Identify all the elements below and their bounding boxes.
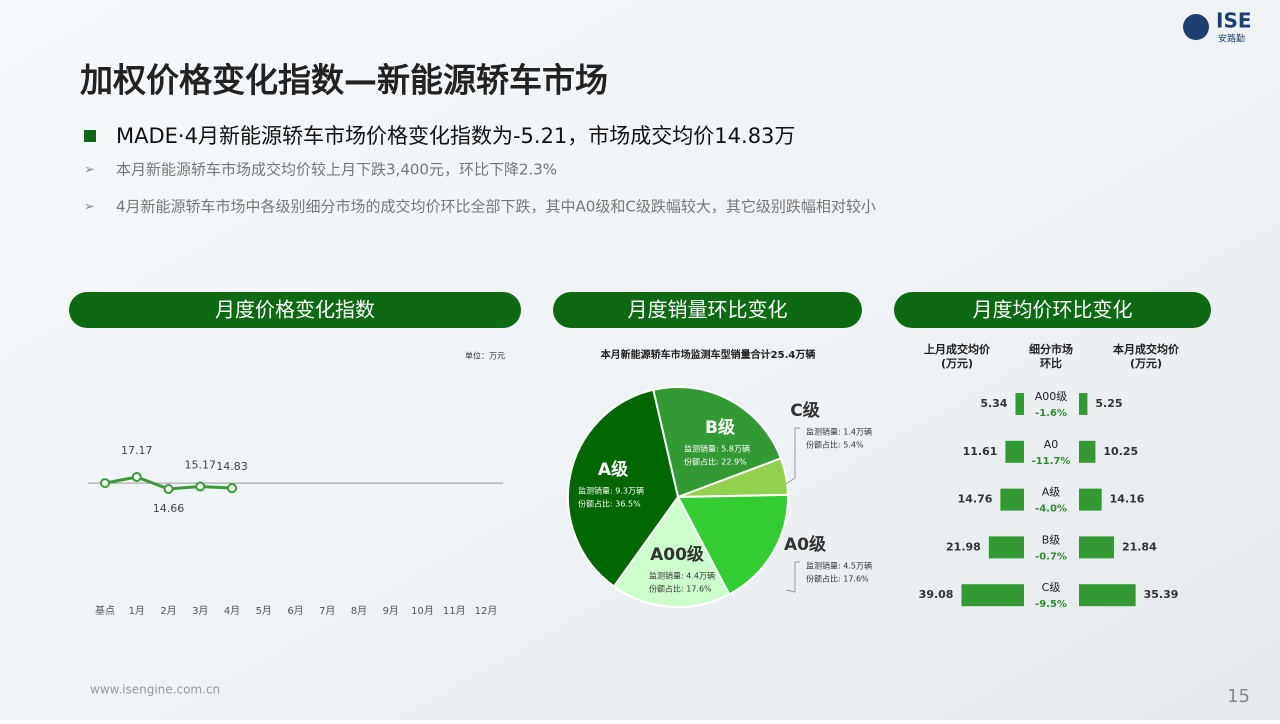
value-label: 11.61 xyxy=(963,445,998,458)
bar xyxy=(1079,584,1136,607)
column-header: (万元) xyxy=(1130,357,1162,370)
point xyxy=(163,483,174,494)
panel-header xyxy=(69,292,521,328)
arrow: ➢ xyxy=(84,200,95,215)
x-tick-label: 1月 xyxy=(129,605,145,617)
panel-title: 月度价格变化指数 xyxy=(215,298,375,322)
point xyxy=(131,472,142,482)
x-tick-label: 8月 xyxy=(351,605,367,617)
bar xyxy=(961,584,1024,607)
slice-label: A级 xyxy=(598,459,628,480)
value-label: 14.16 xyxy=(1110,493,1145,506)
x-tick-label: 12月 xyxy=(475,605,498,617)
bullet: MADE·4月新能源轿车市场价格变化指数为-5.21，市场成交均价14.83万 xyxy=(116,124,795,148)
bar xyxy=(988,536,1024,559)
column-header: 细分市场 xyxy=(1029,342,1073,356)
value-label: 5.25 xyxy=(1095,397,1122,410)
slice-share: 份额占比: 17.6% xyxy=(806,574,869,584)
slice-share: 份额占比: 22.9% xyxy=(684,457,747,467)
pie-slice xyxy=(676,493,789,596)
slice-detail: 监测销量: 9.3万辆 xyxy=(578,486,644,496)
logo-icon xyxy=(1183,14,1209,40)
point: 4月新能源轿车市场中各级别细分市场的成交均价环比全部下跌，其中A0级和C级跌幅较… xyxy=(116,198,876,216)
change-label: -9.5% xyxy=(1035,599,1067,610)
bar xyxy=(1015,393,1024,415)
slice-label: B级 xyxy=(705,417,735,438)
category-label: A00级 xyxy=(1035,390,1068,403)
x-tick-label: 11月 xyxy=(443,605,466,617)
title: 加权价格变化指数—新能源轿车市场 xyxy=(80,61,608,100)
pie-slice xyxy=(567,388,680,588)
value-label: 39.08 xyxy=(919,588,954,601)
data-label: 15.17 xyxy=(185,459,217,472)
value-label: 10.25 xyxy=(1103,445,1138,458)
slice-detail: 监测销量: 5.8万辆 xyxy=(684,444,750,454)
panel-header xyxy=(553,292,862,328)
unit-label: 单位：万元 xyxy=(465,351,505,361)
logo-sub: 安路勤 xyxy=(1218,33,1245,45)
logo: ISE xyxy=(1216,9,1252,33)
category-label: A级 xyxy=(1042,486,1061,499)
x-tick-label: 2月 xyxy=(160,605,176,617)
column-header: 环比 xyxy=(1040,356,1062,370)
change-label: -11.7% xyxy=(1032,456,1071,467)
bar xyxy=(1079,488,1102,511)
change-label: -4.0% xyxy=(1035,504,1067,515)
slice-detail: 监测销量: 4.5万辆 xyxy=(806,561,872,571)
panel-header xyxy=(894,292,1211,328)
value-label: 35.39 xyxy=(1144,588,1179,601)
category-label: C级 xyxy=(1042,581,1061,594)
x-tick-label: 4月 xyxy=(224,605,240,617)
panel-title: 月度均价环比变化 xyxy=(973,298,1133,322)
slice-share: 份额占比: 17.6% xyxy=(649,584,712,594)
data-label: 17.17 xyxy=(121,444,153,457)
column-header: 本月成交均价 xyxy=(1113,342,1180,356)
bar xyxy=(1079,536,1114,559)
leader-line xyxy=(785,561,800,593)
page-number: 15 xyxy=(1227,686,1250,707)
footer-url: www.isengine.com.cn xyxy=(90,683,220,697)
column-header: (万元) xyxy=(941,357,973,370)
bar xyxy=(1000,488,1024,511)
slice-label: A0级 xyxy=(784,534,826,555)
data-label: 14.83 xyxy=(216,460,248,473)
x-tick-label: 基点 xyxy=(95,604,115,617)
category-label: B级 xyxy=(1042,533,1061,546)
point xyxy=(195,481,206,492)
point xyxy=(227,483,237,494)
point: 本月新能源轿车市场成交均价较上月下跌3,400元，环比下降2.3% xyxy=(116,161,557,179)
x-tick-label: 6月 xyxy=(287,605,303,617)
value-label: 14.76 xyxy=(958,493,993,506)
x-tick-label: 3月 xyxy=(192,605,208,617)
bar xyxy=(1079,393,1088,415)
x-tick-label: 10月 xyxy=(411,605,434,617)
leader-line xyxy=(785,427,800,485)
value-label: 21.98 xyxy=(946,540,981,553)
bar xyxy=(1005,440,1024,463)
x-tick-label: 9月 xyxy=(383,605,399,617)
change-label: -1.6% xyxy=(1035,408,1067,419)
slice-share: 份额占比: 5.4% xyxy=(806,440,864,450)
slice-share: 份额占比: 36.5% xyxy=(578,499,641,509)
change-label: -0.7% xyxy=(1035,551,1067,562)
column-header: 上月成交均价 xyxy=(924,342,991,356)
value-label: 5.34 xyxy=(980,397,1007,410)
category-label: A0 xyxy=(1044,438,1059,451)
slice-label: A00级 xyxy=(650,544,704,565)
slice-label: C级 xyxy=(790,400,819,421)
arrow: ➢ xyxy=(84,163,95,178)
subtitle: 本月新能源轿车市场监测车型销量合计25.4万辆 xyxy=(601,348,816,361)
bullet-square xyxy=(84,130,96,142)
data-label: 14.66 xyxy=(153,502,185,515)
slice-detail: 监测销量: 4.4万辆 xyxy=(649,571,715,581)
pie-slice xyxy=(612,495,731,608)
point xyxy=(100,478,110,489)
slice-detail: 监测销量: 1.4万辆 xyxy=(806,427,872,437)
value-label: 21.84 xyxy=(1122,540,1157,553)
bar xyxy=(1079,440,1096,463)
x-tick-label: 5月 xyxy=(256,605,272,617)
panel-title: 月度销量环比变化 xyxy=(628,298,788,322)
x-tick-label: 7月 xyxy=(319,605,335,617)
